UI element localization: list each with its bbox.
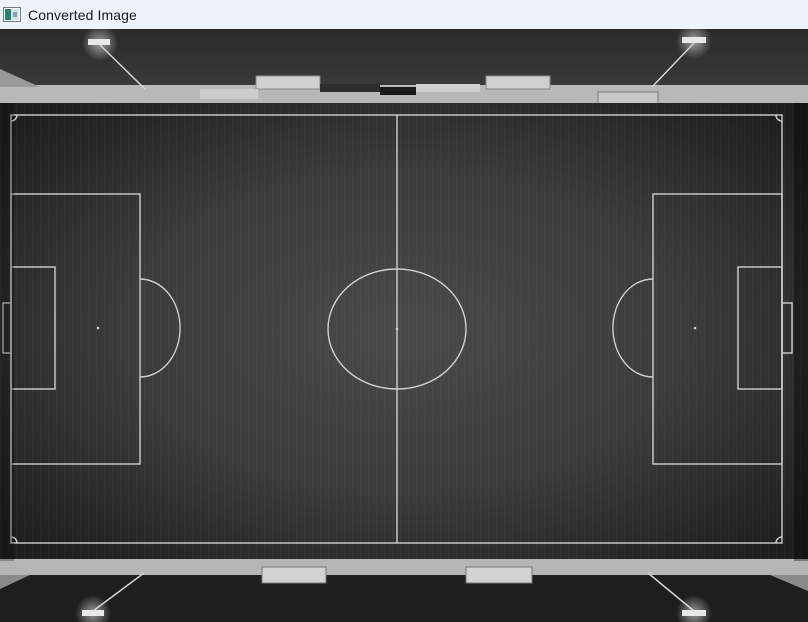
bottom-track xyxy=(0,559,808,575)
right-penalty-spot xyxy=(693,326,697,330)
left-penalty-arc xyxy=(139,278,181,378)
football-pitch-image xyxy=(0,29,808,622)
right-goal xyxy=(781,302,793,354)
image-canvas xyxy=(0,29,808,622)
top-stand-left xyxy=(255,75,321,90)
top-stand-right xyxy=(485,75,551,90)
right-penalty-arc xyxy=(612,278,654,378)
window-title: Converted Image xyxy=(28,6,137,23)
bottom-surroundings xyxy=(0,575,808,622)
title-bar[interactable]: Converted Image xyxy=(0,0,808,29)
left-goal xyxy=(2,302,12,354)
floodlight-bottom-left xyxy=(75,572,145,622)
centre-spot xyxy=(395,327,399,331)
left-penalty-spot xyxy=(96,326,100,330)
top-surroundings xyxy=(0,29,808,87)
bottom-stand-left xyxy=(261,566,327,584)
centre-circle xyxy=(327,268,467,390)
floodlight-top-left xyxy=(82,29,146,90)
image-viewer-icon xyxy=(3,7,21,22)
bottom-stand-right xyxy=(465,566,533,584)
floodlight-top-right xyxy=(651,29,712,88)
floodlight-bottom-right xyxy=(647,572,712,622)
